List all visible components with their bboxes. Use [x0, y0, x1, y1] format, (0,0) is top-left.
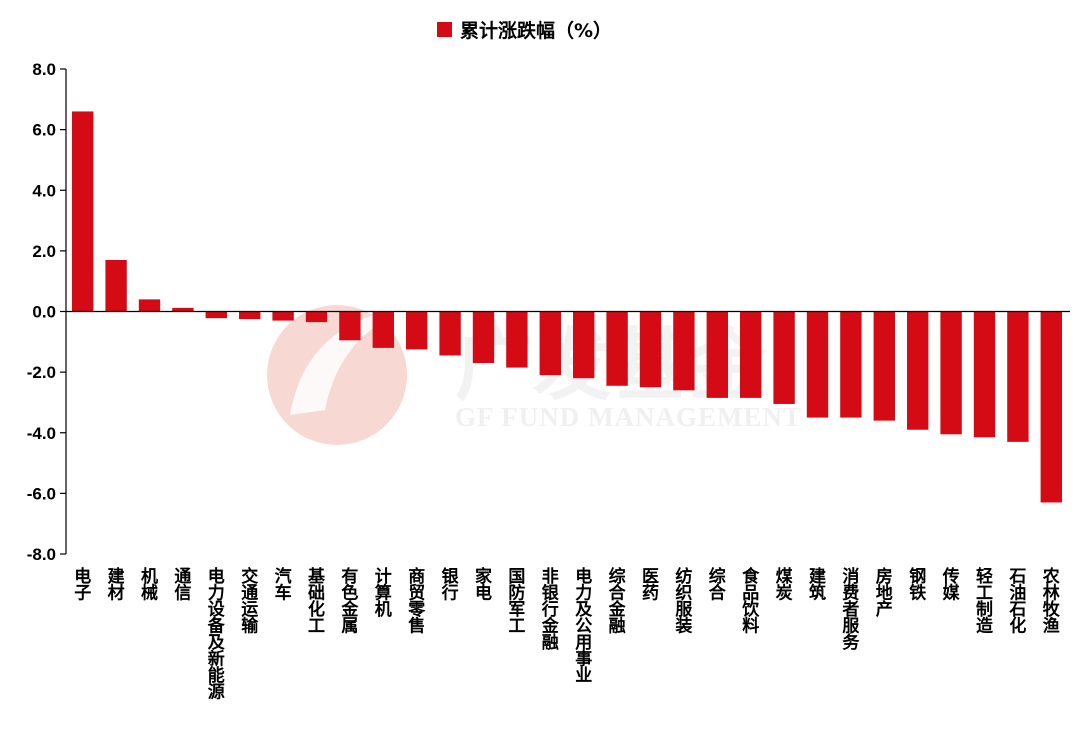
legend: 累计涨跌幅（%）	[437, 19, 612, 42]
x-category-label: 电力设备及新能源	[207, 566, 226, 703]
x-category-label: 消费者服务	[841, 566, 860, 653]
bar	[840, 311, 862, 418]
x-category-label: 汽车	[275, 566, 292, 604]
bar	[439, 311, 461, 356]
bar	[940, 311, 962, 435]
y-tick-label: 0.0	[32, 303, 56, 322]
x-category-label: 综合	[709, 566, 727, 604]
bar	[406, 311, 428, 350]
bar	[205, 311, 227, 319]
x-category-label: 家电	[475, 566, 492, 604]
x-category-label: 食品饮料	[741, 566, 760, 637]
x-category-label: 基础化工	[307, 566, 326, 637]
bar	[773, 311, 795, 404]
y-tick-label: -4.0	[27, 424, 56, 443]
y-tick-label: -6.0	[27, 484, 56, 503]
x-category-label: 钢铁	[909, 566, 926, 604]
bar	[573, 311, 595, 379]
x-category-label: 商贸零售	[407, 566, 426, 637]
bars	[72, 111, 1062, 503]
x-category-label: 房地产	[876, 566, 893, 620]
legend-label: 累计涨跌幅（%）	[460, 19, 612, 42]
x-category-label: 电子	[74, 566, 91, 604]
x-category-label: 医药	[642, 567, 659, 604]
bar	[72, 111, 94, 312]
x-category-label: 电力及公用事业	[575, 566, 593, 686]
bar	[172, 307, 194, 312]
watermark-logo-icon	[267, 305, 407, 445]
x-category-label: 石油石化	[1008, 567, 1026, 637]
bar	[372, 311, 394, 348]
y-axis: 8.0 6.0 4.0 2.0 0.0 -2.0 -4.0 -6.0 -8.0	[27, 60, 67, 564]
bar	[1040, 311, 1062, 503]
bar	[706, 311, 728, 398]
bar	[673, 311, 695, 391]
x-category-label: 农林牧渔	[1042, 566, 1061, 637]
y-tick-label: 2.0	[32, 242, 56, 261]
bar	[806, 311, 829, 418]
x-category-label: 综合金融	[608, 566, 627, 637]
x-category-label: 计算机	[374, 566, 392, 620]
bar	[506, 311, 528, 368]
bar	[272, 311, 294, 321]
x-category-label: 煤炭	[776, 566, 793, 604]
y-tick-label: 4.0	[32, 181, 56, 200]
watermark-logo-swoosh-icon	[290, 305, 410, 415]
x-category-label: 有色金属	[340, 566, 359, 637]
x-category-label: 传媒	[942, 566, 961, 604]
x-category-label: 交通运输	[241, 566, 259, 637]
bar	[305, 311, 328, 323]
bar	[907, 311, 929, 430]
y-tick-label: -8.0	[27, 545, 56, 564]
bar	[873, 311, 895, 421]
x-category-label: 轻工制造	[976, 566, 994, 637]
x-category-label: 建筑	[809, 566, 826, 604]
bar	[138, 299, 161, 312]
y-tick-label: 6.0	[32, 121, 56, 140]
bar	[239, 311, 261, 320]
legend-swatch	[437, 22, 452, 37]
bar	[1007, 311, 1029, 442]
x-category-label: 非银行金融	[541, 566, 560, 653]
y-tick-label: -2.0	[27, 363, 56, 382]
bar	[105, 259, 127, 312]
x-category-label: 纺织服装	[674, 566, 693, 637]
bar	[606, 311, 628, 386]
bar	[639, 311, 662, 388]
x-category-label: 国防军工	[508, 567, 525, 637]
category-labels: 电子建材机械通信电力设备及新能源交通运输汽车基础化工有色金属计算机商贸零售银行家…	[74, 566, 1061, 703]
x-category-label: 银行	[441, 566, 460, 604]
y-tick-label: 8.0	[32, 60, 56, 79]
bar	[472, 311, 495, 364]
x-category-label: 机械	[141, 566, 158, 604]
bar	[973, 311, 996, 438]
bar	[539, 311, 561, 376]
x-category-label: 建材	[108, 566, 125, 604]
bar	[339, 311, 361, 341]
x-category-label: 通信	[174, 567, 191, 604]
bar	[740, 311, 762, 398]
watermark-english: GF FUND MANAGEMENT	[455, 402, 802, 432]
